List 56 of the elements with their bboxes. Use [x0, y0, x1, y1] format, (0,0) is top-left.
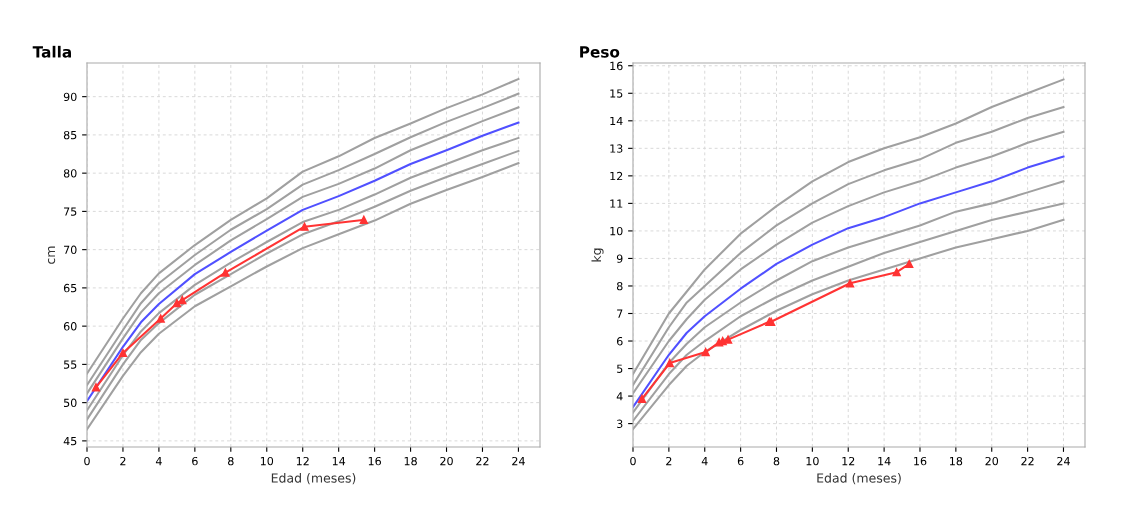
x-axis-title: Edad (meses) [271, 473, 356, 485]
y-tick-label: 85 [63, 130, 77, 140]
x-tick-label: 12 [842, 456, 855, 466]
y-tick-label: 75 [64, 207, 77, 216]
x-tick-label: 14 [878, 457, 891, 466]
x-tick-label: 16 [368, 456, 381, 466]
x-tick-label: 0 [630, 456, 636, 466]
x-tick-label: 8 [773, 456, 780, 466]
y-tick-label: 90 [63, 92, 77, 102]
y-tick-label: 50 [64, 398, 77, 408]
y-tick-label: 12 [610, 171, 623, 181]
x-tick-label: 2 [120, 456, 126, 466]
x-tick-label: 18 [404, 456, 417, 466]
x-tick-label: 22 [476, 456, 489, 466]
x-tick-label: 18 [950, 456, 963, 466]
y-tick-label: 80 [63, 169, 77, 178]
x-tick-label: 8 [228, 456, 234, 466]
x-tick-label: 2 [666, 456, 672, 466]
x-tick-label: 16 [914, 456, 927, 466]
x-tick-label: 22 [1021, 456, 1034, 466]
chart-title: Peso [580, 46, 620, 58]
x-tick-label: 20 [440, 456, 453, 466]
y-tick-label: 5 [617, 364, 623, 373]
y-tick-label: 55 [64, 360, 77, 369]
y-axis-title: cm [47, 246, 56, 264]
y-tick-label: 11 [610, 199, 623, 208]
x-tick-label: 4 [155, 457, 162, 466]
y-tick-label: 13 [610, 144, 623, 153]
y-tick-label: 9 [616, 254, 623, 263]
x-tick-label: 10 [260, 456, 274, 466]
y-tick-label: 3 [617, 419, 623, 428]
y-tick-label: 15 [610, 89, 623, 98]
y-tick-label: 7 [617, 309, 623, 318]
x-tick-label: 6 [192, 456, 198, 466]
y-tick-label: 45 [63, 437, 77, 446]
y-tick-label: 70 [64, 245, 77, 255]
x-axis-title: Edad (meses) [817, 473, 901, 485]
x-tick-label: 10 [806, 456, 819, 466]
x-tick-label: 0 [84, 456, 90, 466]
y-tick-label: 65 [63, 283, 77, 293]
x-tick-label: 14 [332, 457, 346, 466]
x-tick-label: 12 [296, 456, 309, 466]
y-tick-label: 4 [616, 392, 623, 401]
y-tick-label: 10 [610, 226, 623, 236]
y-tick-label: 8 [616, 281, 623, 291]
chart-title: Talla [32, 45, 71, 58]
y-tick-label: 60 [63, 322, 77, 331]
y-tick-label: 6 [616, 337, 623, 346]
x-tick-label: 24 [512, 456, 525, 466]
y-axis-title: kg [591, 248, 604, 262]
x-tick-label: 20 [985, 456, 999, 466]
x-tick-label: 6 [737, 456, 744, 466]
y-tick-label: 16 [610, 61, 623, 71]
x-tick-label: 24 [1057, 456, 1070, 466]
x-tick-label: 4 [701, 457, 708, 466]
y-tick-label: 14 [610, 116, 623, 126]
